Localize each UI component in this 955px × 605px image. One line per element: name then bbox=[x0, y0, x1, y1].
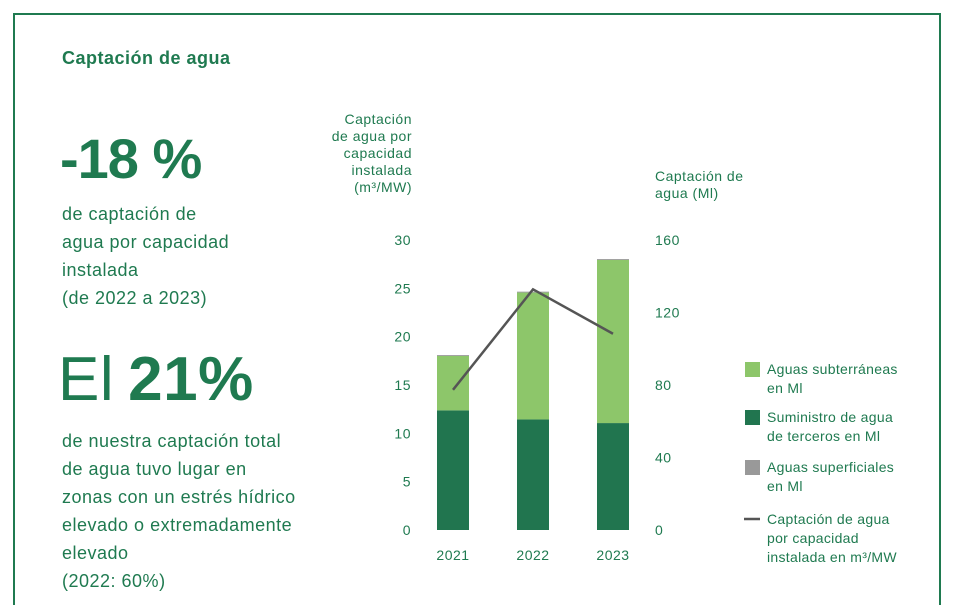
kpi-note: (2022: 60%) bbox=[62, 571, 166, 591]
bar-segment bbox=[517, 419, 549, 530]
kpi-text: (de 2022 a 2023) bbox=[62, 288, 207, 308]
y-tick-label: 20 bbox=[394, 329, 411, 345]
x-tick-label: 2023 bbox=[596, 547, 629, 563]
bar-segment bbox=[517, 291, 549, 293]
legend-label: Aguas subterráneas en Ml bbox=[767, 361, 898, 396]
y2-tick-label: 40 bbox=[655, 450, 672, 466]
kpi-text: elevado bbox=[62, 543, 129, 563]
y2-axis-title: Captación de bbox=[655, 168, 744, 184]
legend-label: Suministro de agua de terceros en Ml bbox=[767, 409, 894, 444]
kpi-text: elevado o extremadamente bbox=[62, 515, 292, 535]
kpi-prefix: El bbox=[58, 345, 114, 414]
frame bbox=[13, 13, 941, 605]
kpi-text: instalada bbox=[62, 260, 139, 280]
y-tick-label: 0 bbox=[403, 522, 411, 538]
y-tick-label: 10 bbox=[394, 425, 411, 441]
y-axis-title: Captación bbox=[344, 111, 412, 127]
y-axis-title: de agua por bbox=[332, 128, 412, 144]
y2-tick-label: 80 bbox=[655, 377, 672, 393]
y-tick-label: 15 bbox=[394, 377, 411, 393]
x-tick-label: 2021 bbox=[436, 547, 469, 563]
y-tick-label: 5 bbox=[403, 474, 411, 490]
kpi-text: de captación de bbox=[62, 204, 197, 224]
title: Captación de agua bbox=[62, 48, 231, 68]
y-tick-label: 25 bbox=[394, 280, 411, 296]
bar-segment bbox=[517, 292, 549, 420]
kpi-value: 21% bbox=[128, 345, 254, 414]
kpi-value: -18 % bbox=[60, 127, 201, 190]
y2-tick-label: 120 bbox=[655, 305, 680, 321]
line-series bbox=[452, 287, 614, 391]
legend-swatch bbox=[745, 362, 760, 377]
x-tick-label: 2022 bbox=[516, 547, 549, 563]
y-tick-label: 30 bbox=[394, 232, 411, 248]
kpi-text: de nuestra captación total bbox=[62, 431, 281, 451]
bar-segment bbox=[437, 355, 469, 356]
bar-segment bbox=[597, 423, 629, 530]
y2-tick-label: 0 bbox=[655, 522, 663, 538]
legend-label: Aguas superficiales en Ml bbox=[767, 459, 895, 494]
kpi-text: zonas con un estrés hídrico bbox=[62, 487, 296, 507]
legend-swatch bbox=[745, 460, 760, 475]
y2-tick-label: 160 bbox=[655, 232, 680, 248]
legend-label: Captación de agua por capacidad instalad… bbox=[767, 511, 897, 565]
bar-segment bbox=[597, 259, 629, 424]
legend-swatch bbox=[745, 410, 760, 425]
y-axis-title: capacidad bbox=[344, 145, 412, 161]
bar-segment bbox=[437, 410, 469, 530]
y-axis-title: instalada bbox=[351, 162, 412, 178]
y2-axis-title: agua (Ml) bbox=[655, 185, 719, 201]
y-axis-title: (m³/MW) bbox=[354, 179, 412, 195]
kpi-text: de agua tuvo lugar en bbox=[62, 459, 247, 479]
bar-segment bbox=[597, 259, 629, 260]
kpi-text: agua por capacidad bbox=[62, 232, 229, 252]
bar-segment bbox=[437, 356, 469, 411]
